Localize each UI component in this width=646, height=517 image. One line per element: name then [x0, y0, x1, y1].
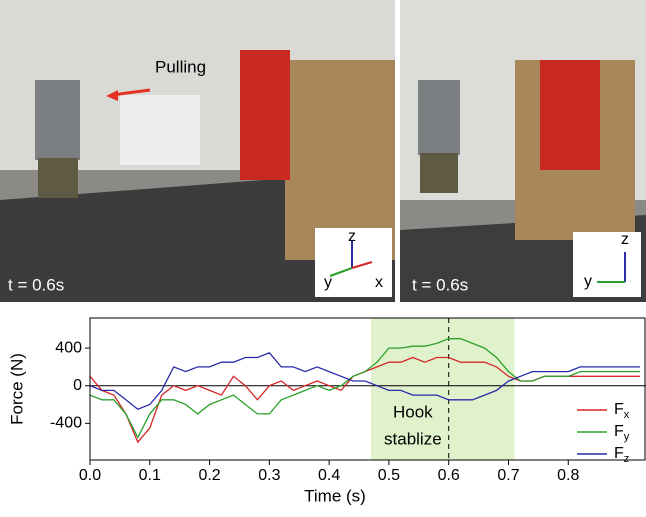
photo-left: Pulling t = 0.6s z y x: [0, 0, 395, 302]
x-axis-label: Time (s): [304, 486, 366, 505]
x-tick-label: 0.8: [557, 467, 579, 484]
x-tick-label: 0.7: [497, 467, 519, 484]
axis-label: y: [324, 274, 332, 291]
photo-caption: Pulling: [155, 57, 206, 76]
x-tick-label: 0.5: [378, 467, 400, 484]
photo-time: t = 0.6s: [8, 275, 64, 294]
axis-label: x: [375, 274, 383, 291]
plot-background: [90, 318, 646, 460]
y-tick-label: 0: [73, 377, 82, 394]
y-tick-label: 400: [55, 339, 82, 356]
annotation: Hook: [393, 402, 433, 421]
x-tick-label: 0.1: [139, 467, 161, 484]
x-tick-label: 0.6: [438, 467, 460, 484]
x-tick-label: 0.4: [318, 467, 340, 484]
photo-right: t = 0.6s z y: [400, 0, 646, 302]
x-tick-label: 0.2: [198, 467, 220, 484]
axis-label: y: [584, 273, 592, 290]
annotation: stablize: [384, 429, 442, 448]
axis-label: z: [621, 231, 629, 248]
x-tick-label: 0.0: [79, 467, 101, 484]
axis-label: z: [348, 228, 356, 245]
x-tick-label: 0.3: [258, 467, 280, 484]
y-axis-label: Force (N): [7, 353, 26, 425]
y-tick-label: -400: [50, 415, 82, 432]
photo-time: t = 0.6s: [412, 275, 468, 294]
figure: Pulling t = 0.6s z y x t = 0.6s z y Time…: [0, 0, 646, 512]
